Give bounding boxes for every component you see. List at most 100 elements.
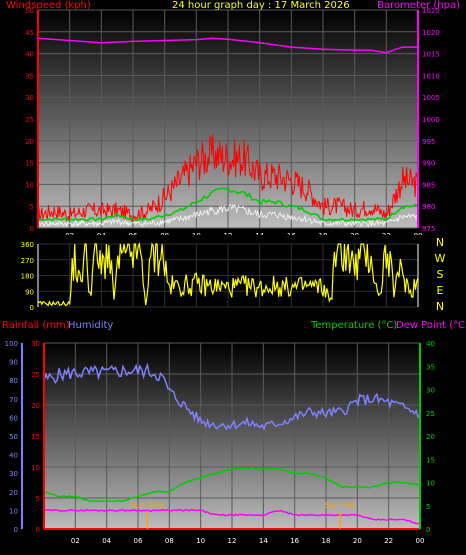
- barometer-y-tick: 995: [422, 138, 435, 146]
- temperature-humidity-chart: Sun Rise Sun Set 010203040506070809010005…: [5, 340, 435, 545]
- wind-low-line: [37, 203, 419, 228]
- barometer-y-tick: 1020: [422, 29, 440, 37]
- rainfall-y-tick: 5: [36, 495, 40, 503]
- direction-y-tick: 90: [25, 288, 34, 296]
- barometer-y-tick: 1005: [422, 94, 440, 102]
- wind-y-tick: 15: [25, 160, 34, 168]
- wind-y-tick: 30: [25, 94, 34, 102]
- x-tick-label: 16: [287, 232, 296, 235]
- x-tick-label: 00: [416, 537, 425, 545]
- x-tick-label: 16: [290, 537, 299, 545]
- wind-y-tick: 35: [25, 72, 34, 80]
- dewpoint-line: [43, 508, 421, 525]
- rainfall-y-tick: 0: [36, 526, 40, 534]
- direction-y-tick: 180: [21, 273, 34, 281]
- compass-label: S: [437, 268, 444, 281]
- barometer-y-tick: 1010: [422, 72, 440, 80]
- rainfall-axis-title: Rainfall (mm): [2, 320, 70, 331]
- wind-y-tick: 10: [25, 181, 34, 189]
- compass-label: N: [436, 236, 444, 249]
- sunset-marker-label: Sun Set: [325, 501, 356, 510]
- barometer-y-tick: 990: [422, 160, 435, 168]
- wind-y-tick: 0: [30, 225, 34, 233]
- barometer-y-tick: 985: [422, 181, 435, 189]
- x-tick-label: 18: [322, 537, 331, 545]
- temperature-y-tick: 10: [426, 480, 435, 488]
- x-tick-label: 12: [228, 537, 237, 545]
- humidity-y-tick: 100: [5, 340, 18, 348]
- x-tick-label: 00: [414, 232, 423, 235]
- x-tick-label: 22: [384, 537, 393, 545]
- wind-y-tick: 5: [30, 203, 34, 211]
- wind-y-tick: 40: [25, 51, 34, 59]
- humidity-y-tick: 10: [9, 507, 18, 515]
- compass-label: W: [435, 252, 446, 265]
- humidity-y-tick: 70: [9, 396, 18, 404]
- temperature-y-tick: 5: [426, 503, 430, 511]
- barometer-y-tick: 980: [422, 203, 435, 211]
- compass-label: N: [436, 300, 444, 313]
- wind-y-tick: 45: [25, 29, 34, 37]
- x-tick-label: 06: [129, 232, 138, 235]
- x-tick-label: 18: [319, 232, 328, 235]
- wind-average-line: [37, 187, 419, 222]
- wind-barometer-chart: 0510152025303540455097598098599099510001…: [25, 7, 440, 235]
- humidity-y-tick: 20: [9, 489, 18, 497]
- windspeed-line: [37, 134, 419, 223]
- temperature-y-tick: 15: [426, 456, 435, 464]
- x-tick-label: 08: [160, 232, 169, 235]
- wind-y-tick: 20: [25, 138, 34, 146]
- x-tick-label: 20: [353, 537, 362, 545]
- rainfall-y-tick: 10: [31, 464, 40, 472]
- direction-y-tick: 360: [21, 241, 34, 249]
- rainfall-y-tick: 30: [31, 340, 40, 348]
- x-tick-label: 14: [259, 537, 268, 545]
- barometer-y-tick: 1015: [422, 51, 440, 59]
- temperature-y-tick: 35: [426, 363, 435, 371]
- rainfall-y-tick: 25: [31, 371, 40, 379]
- humidity-y-tick: 60: [9, 414, 18, 422]
- humidity-y-tick: 80: [9, 377, 18, 385]
- temperature-line: [43, 466, 421, 503]
- temperature-y-tick: 40: [426, 340, 435, 348]
- barometer-axis-title: Barometer (hpa): [377, 0, 460, 11]
- humidity-y-tick: 40: [9, 452, 18, 460]
- humidity-axis-title: Humidity: [68, 320, 114, 331]
- dewpoint-axis-title: Dew Point (°C): [396, 320, 466, 331]
- humidity-line: [43, 362, 421, 431]
- chart-title: 24 hour graph day : 17 March 2026: [172, 0, 350, 11]
- temperature-y-tick: 20: [426, 433, 435, 441]
- x-tick-label: 20: [350, 232, 359, 235]
- temperature-y-tick: 0: [426, 526, 430, 534]
- x-tick-label: 04: [97, 232, 106, 235]
- barometer-y-tick: 1000: [422, 116, 440, 124]
- wind-direction-line: [37, 241, 419, 307]
- wind-y-tick: 50: [25, 7, 34, 15]
- humidity-y-tick: 90: [9, 359, 18, 367]
- rainfall-y-tick: 15: [31, 433, 40, 441]
- wind-y-tick: 25: [25, 116, 34, 124]
- x-tick-label: 10: [196, 537, 205, 545]
- humidity-y-tick: 0: [14, 526, 18, 534]
- direction-y-tick: 0: [30, 304, 34, 312]
- compass-label: E: [437, 284, 444, 297]
- barometer-line: [37, 37, 418, 54]
- x-tick-label: 10: [192, 232, 201, 235]
- humidity-y-tick: 50: [9, 433, 18, 441]
- temperature-y-tick: 25: [426, 410, 435, 418]
- x-tick-label: 02: [65, 232, 74, 235]
- x-tick-label: 08: [165, 537, 174, 545]
- x-tick-label: 14: [255, 232, 264, 235]
- x-tick-label: 02: [71, 537, 80, 545]
- humidity-y-tick: 30: [9, 470, 18, 478]
- temperature-y-tick: 30: [426, 387, 435, 395]
- temperature-axis-title: Temperature (°C): [311, 320, 398, 331]
- rainfall-y-tick: 20: [31, 402, 40, 410]
- x-tick-label: 12: [224, 232, 233, 235]
- windspeed-axis-title: Windspeed (kph): [6, 0, 91, 11]
- barometer-y-tick: 975: [422, 225, 435, 233]
- x-tick-label: 04: [102, 537, 111, 545]
- direction-y-tick: 270: [21, 257, 34, 265]
